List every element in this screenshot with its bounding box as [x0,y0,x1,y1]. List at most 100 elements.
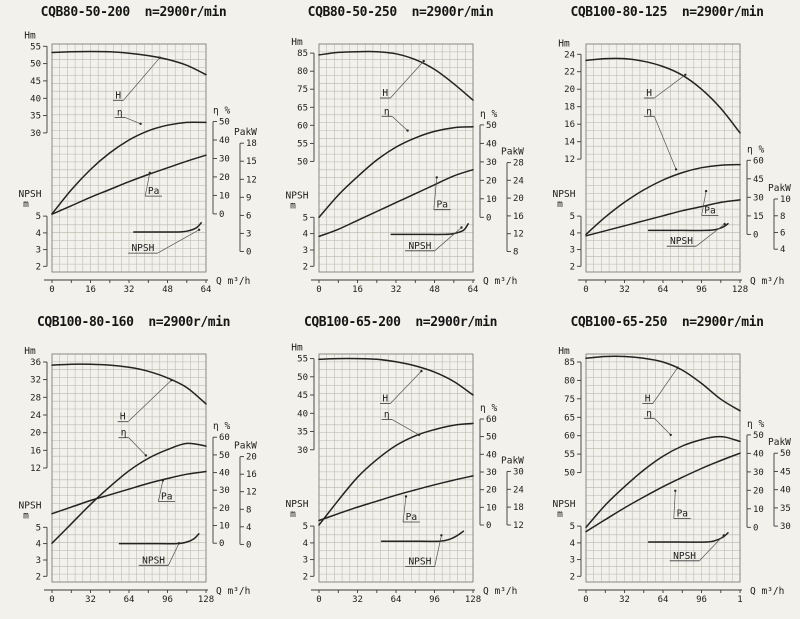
eta-axis-title: η % [213,421,230,432]
eta-tick-label: 20 [219,504,230,514]
h-curve [585,57,741,134]
npsh-tick-label: 4 [36,229,41,239]
eta-tick-label: 60 [219,433,230,443]
grid-lines [51,353,207,583]
chart-title: CQB80-50-200 n=2900r/min [40,5,227,20]
eta-tick-label: 30 [753,193,764,203]
plot-border [318,353,474,583]
x-tick-label: 96 [162,595,173,605]
svg-text:η: η [384,409,390,420]
chart-title: CQB100-80-160 n=2900r/min [36,315,231,330]
x-tick-label: 0 [583,285,588,295]
npsh-curve-label: NPSH [128,228,201,254]
pakw-tick-label: 35 [780,504,791,514]
pakw-tick-label: 16 [513,212,524,222]
hm-tick-label: 55 [297,139,308,149]
npsh-tick-label: 5 [303,213,308,223]
hm-tick-label: 20 [30,429,41,439]
pakw-tick-label: 12 [513,230,524,240]
hm-tick-label: 60 [297,121,308,131]
x-axis-title: Q m³/h [483,276,517,287]
pakw-tick-label: 8 [780,212,785,222]
eta-tick-label: 50 [753,431,764,441]
eta-tick-label: 20 [753,486,764,496]
svg-text:H: H [120,412,126,423]
npsh-tick-label: 4 [303,230,308,240]
pakw-axis-title: PakW [234,441,257,452]
hm-axis-title: Hm [24,30,36,41]
eta-tick-label: 50 [486,433,497,443]
svg-text:H: H [382,394,388,405]
chart-cell-3: CQB100-80-160 n=2900r/min 36 32 28 24 20 16 12… [0,310,267,619]
pakw-tick-label: 8 [246,505,251,515]
hm-axis-title: Hm [558,346,570,357]
pakw-tick-label: 24 [513,485,524,495]
hm-tick-label: 75 [564,395,575,405]
eta-curve-label: η [643,408,672,437]
chart-cell-5: CQB100-65-250 n=2900r/min 85 80 75 65 60 55 50… [534,310,800,619]
h-curve [51,50,207,76]
npsh-axis-unit: m [23,510,29,521]
x-tick-label: 32 [124,285,135,295]
eta-tick-label: 50 [486,121,497,131]
pakw-tick-label: 8 [513,248,518,258]
pakw-tick-label: 30 [780,522,791,532]
x-axis-title: Q m³/h [750,276,784,287]
npsh-tick-label: 3 [303,246,308,256]
pakw-tick-label: 6 [780,229,785,239]
eta-curve-label: η [381,106,409,132]
chart-cell-1: CQB80-50-250 n=2900r/min 85 80 75 65 60 55 50 5… [267,0,534,310]
x-axis [311,279,475,283]
pakw-scale [773,198,778,250]
chart-title: CQB100-80-125 n=2900r/min [570,5,764,20]
hm-tick-label: 75 [297,85,308,95]
chart-cell-4: CQB100-65-200 n=2900r/min 55 50 45 40 35 30 60… [267,310,534,619]
pakw-tick-label: 30 [513,467,524,477]
x-tick-label: 64 [124,595,135,605]
hm-tick-label: 65 [297,103,308,113]
pa-curve-label: Pa [701,189,719,216]
npsh-curve-label: NPSH [138,542,181,566]
grid-lines [585,353,741,583]
pakw-tick-label: 12 [246,175,257,185]
eta-tick-label: 40 [753,449,764,459]
x-tick-label: 96 [696,285,707,295]
svg-text:η: η [384,106,390,117]
hm-tick-label: 14 [564,138,575,148]
eta-scale [212,436,217,544]
npsh-axis-unit: m [23,199,29,210]
svg-text:Pa: Pa [677,509,688,520]
svg-text:Pa: Pa [406,512,417,523]
npsh-scale [577,215,582,267]
svg-text:NPSH: NPSH [408,241,431,252]
pakw-tick-label: 18 [246,139,257,149]
hm-tick-label: 45 [30,77,41,87]
npsh-scale [310,216,315,267]
svg-text:NPSH: NPSH [670,236,693,247]
eta-tick-label: 20 [486,486,497,496]
eta-tick-label: 0 [486,521,491,531]
grid-lines [318,353,474,583]
npsh-tick-label: 2 [303,262,308,272]
npsh-axis-title: NPSH [553,499,576,510]
pakw-tick-label: 6 [246,211,251,221]
x-tick-label: 32 [619,595,630,605]
pakw-tick-label: 28 [513,159,524,169]
hm-tick-label: 24 [564,50,575,60]
npsh-curve-label: NPSH [669,534,725,562]
pakw-tick-label: 4 [246,523,251,533]
pakw-axis-title: PakW [501,147,524,158]
hm-tick-label: 24 [30,411,41,421]
h-curve-label: H [117,379,173,423]
eta-scale [479,418,484,526]
eta-scale [746,159,751,235]
x-tick-label: 64 [658,595,669,605]
hm-tick-label: 40 [297,409,308,419]
pa-curve [585,452,741,533]
pa-curve-label: Pa [144,171,162,197]
eta-tick-label: 50 [219,451,230,461]
npsh-tick-label: 4 [570,229,575,239]
npsh-curve-label: NPSH [405,226,463,252]
npsh-axis-unit: m [557,199,563,210]
